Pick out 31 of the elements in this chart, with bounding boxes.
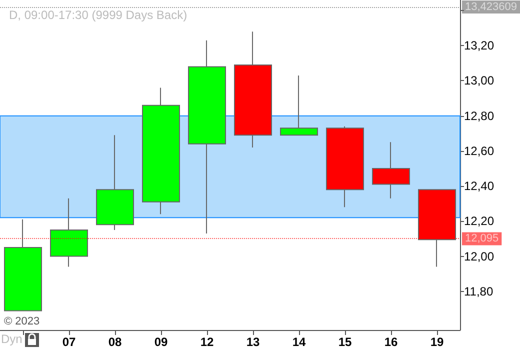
x-tick-label: 13 [246,335,260,348]
y-tick-label: 11,80 [464,284,494,298]
x-tick-label: 19 [430,335,444,348]
y-tick-label: 13,20 [464,38,494,53]
x-tick-label: 15 [338,335,352,348]
candlestick [96,134,134,230]
candlestick [326,126,364,208]
y-tick-label: 13,00 [464,74,494,88]
candlestick [142,87,180,215]
y-tick-label: 12,20 [464,214,494,228]
candlestick [4,218,42,312]
candlestick [418,189,456,268]
x-tick-label: 09 [154,335,168,348]
candlestick [372,142,410,199]
x-tick-label: 08 [108,335,122,348]
candlestick [280,74,318,136]
y-tick-label: 12,00 [464,249,494,264]
y-tick-label: 12,40 [464,179,494,194]
candlestick [234,31,272,148]
y-tick-label: 12,80 [464,108,494,123]
y-tick-label: 12,60 [464,144,494,158]
candlestick [50,198,88,268]
text: D, 09:00-17:30 (9999 Days Back) [9,8,188,22]
ref-line-label: 12,095 [465,232,499,245]
x-tick-label: 16 [384,335,398,348]
x-tick-label: 07 [62,335,76,348]
x-tick-label: 14 [292,335,306,348]
text: Dyn [1,332,22,346]
annotation: © 2023 [4,316,40,328]
candlestick [188,40,226,234]
x-tick-label: 12 [200,335,214,348]
